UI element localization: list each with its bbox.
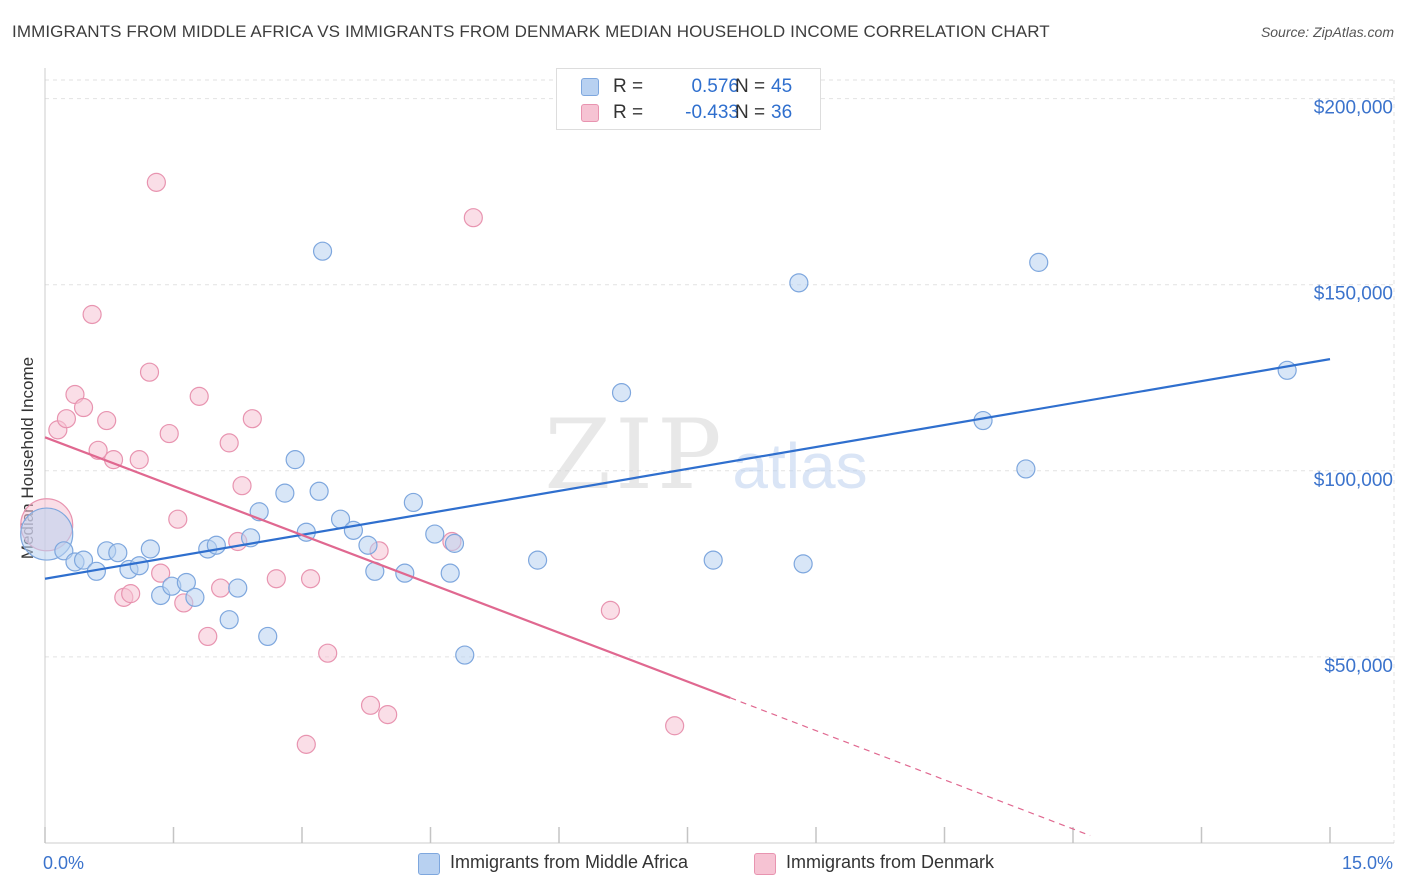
- middle-africa-point: [285, 450, 305, 470]
- series-swatch-blue: [418, 853, 440, 875]
- denmark-point: [139, 362, 160, 382]
- denmark-point: [600, 600, 621, 620]
- denmark-point: [159, 423, 179, 444]
- denmark-trend-extension: [730, 697, 1091, 837]
- legend-n-value: 45: [771, 76, 793, 97]
- middle-africa-point: [611, 383, 632, 403]
- middle-africa-point: [108, 543, 128, 563]
- watermark: ZIP atlas: [544, 399, 867, 511]
- middle-africa-point: [73, 550, 94, 570]
- legend-r-value: -0.433: [685, 102, 739, 123]
- denmark-point: [82, 304, 102, 325]
- denmark-point: [97, 410, 117, 431]
- series-name: Immigrants from Middle Africa: [450, 852, 689, 872]
- middle-africa-point: [455, 645, 475, 665]
- denmark-point: [360, 695, 381, 715]
- middle-africa-point: [789, 273, 809, 293]
- denmark-point: [146, 172, 166, 192]
- y-tick-label: $200,000: [1314, 98, 1393, 119]
- x-tick-label: 0.0%: [43, 853, 84, 873]
- chart-title: IMMIGRANTS FROM MIDDLE AFRICA VS IMMIGRA…: [12, 22, 1050, 41]
- denmark-point: [168, 509, 188, 529]
- denmark-point: [232, 476, 252, 496]
- denmark-point: [318, 643, 338, 663]
- middle-africa-point: [527, 550, 548, 570]
- y-tick-labels: $50,000 $100,000 $150,000 $200,000: [1314, 98, 1393, 677]
- denmark-point: [378, 704, 398, 725]
- legend-n-value: 36: [771, 102, 793, 123]
- middle-africa-point: [275, 483, 295, 503]
- middle-africa-point: [440, 563, 460, 583]
- trend-lines: [44, 358, 1331, 837]
- denmark-point: [198, 626, 218, 647]
- correlation-legend: R = 0.576 N = 45 R = -0.433 N = 36: [556, 68, 821, 130]
- denmark-point: [129, 450, 149, 470]
- denmark-point: [211, 578, 231, 598]
- legend-swatch-blue: [581, 78, 599, 96]
- middle-africa-point: [185, 587, 205, 607]
- denmark-point: [300, 569, 321, 589]
- denmark-point: [266, 569, 286, 589]
- middle-africa-points: [20, 241, 1297, 665]
- denmark-point: [242, 409, 262, 429]
- middle-africa-point: [403, 492, 423, 513]
- denmark-point: [219, 433, 239, 453]
- x-tick-label: 15.0%: [1342, 853, 1393, 873]
- denmark-point: [189, 386, 209, 406]
- denmark-point: [73, 397, 94, 418]
- denmark-point: [463, 208, 483, 228]
- middle-africa-point: [312, 241, 333, 261]
- y-tick-label: $100,000: [1314, 470, 1393, 491]
- middle-africa-point: [258, 626, 278, 647]
- watermark-zip: ZIP: [544, 399, 725, 511]
- middle-africa-point: [793, 554, 813, 574]
- middle-africa-point: [309, 481, 329, 501]
- middle-africa-point: [1016, 459, 1036, 479]
- series-name: Immigrants from Denmark: [786, 852, 995, 872]
- denmark-point: [296, 734, 316, 754]
- middle-africa-point: [228, 578, 248, 598]
- middle-africa-point: [129, 556, 149, 576]
- middle-africa-point: [1029, 252, 1049, 272]
- middle-africa-point: [425, 524, 445, 544]
- x-tick-labels: 0.0% 15.0%: [43, 853, 1393, 873]
- y-tick-label: $150,000: [1314, 284, 1393, 305]
- denmark-point: [56, 409, 77, 429]
- denmark-point: [121, 584, 141, 604]
- denmark-point: [665, 716, 685, 736]
- legend-r-label: R =: [613, 102, 644, 123]
- middle-africa-point: [358, 535, 378, 555]
- middle-africa-point: [703, 550, 723, 570]
- denmark-point: [151, 563, 171, 583]
- legend-swatch-pink: [581, 104, 599, 122]
- legend-r-value: 0.576: [691, 76, 739, 97]
- middle-africa-point: [219, 610, 239, 630]
- legend-n-label: N =: [735, 76, 766, 97]
- middle-africa-point: [1277, 360, 1297, 380]
- y-tick-label: $50,000: [1324, 656, 1393, 677]
- legend-r-label: R =: [613, 76, 644, 97]
- middle-africa-trend-line: [44, 358, 1331, 580]
- middle-africa-point: [444, 533, 465, 553]
- legend-n-label: N =: [735, 102, 766, 123]
- denmark-trend-line: [44, 436, 731, 699]
- axes: [44, 68, 1394, 844]
- source-credit: Source: ZipAtlas.com: [1260, 24, 1394, 40]
- middle-africa-point: [176, 572, 196, 593]
- series-swatch-pink: [754, 853, 776, 875]
- middle-africa-point: [140, 539, 160, 559]
